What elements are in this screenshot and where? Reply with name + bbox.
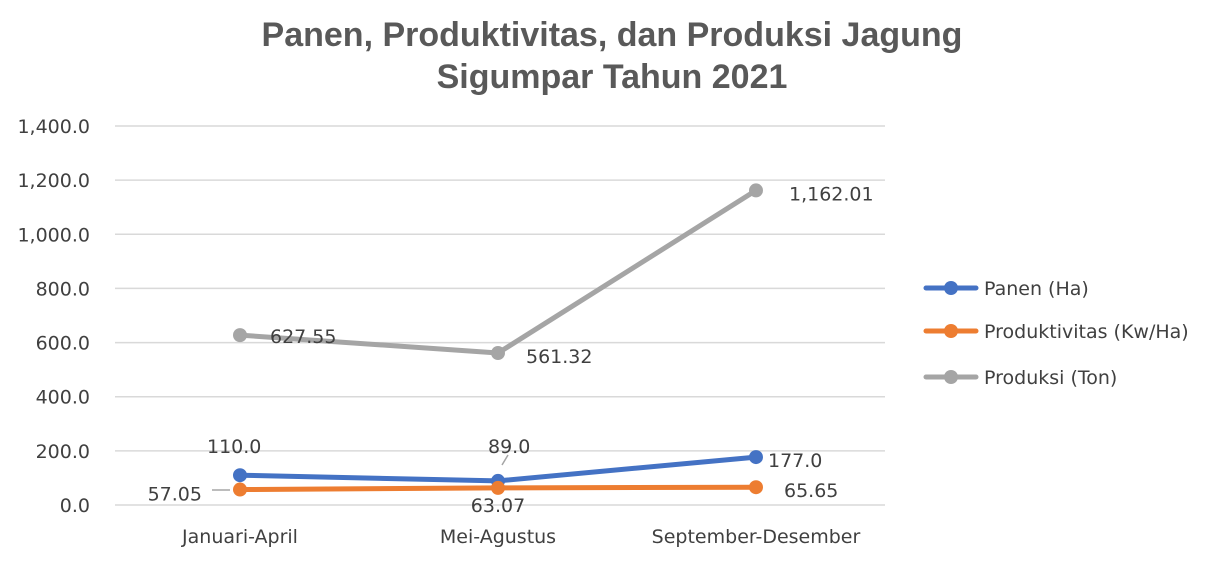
x-tick-label: Mei-Agustus <box>440 526 556 548</box>
data-point <box>749 480 763 495</box>
data-label: 1,162.01 <box>789 183 874 205</box>
y-tick-label: 1,000.0 <box>17 224 90 246</box>
y-axis-ticks: 0.0 200.0 400.0 600.0 800.0 1,000.0 1,200.0 1,4… <box>17 116 90 517</box>
data-point <box>749 450 763 465</box>
data-label: 57.05 <box>148 484 202 506</box>
data-label: 110.0 <box>207 436 261 458</box>
legend: Panen (Ha) Produktivitas (Kw/Ha) Produksi … <box>923 278 1189 389</box>
data-label: 89.0 <box>488 436 530 458</box>
data-point <box>749 183 763 198</box>
y-tick-label: 800.0 <box>36 278 90 300</box>
legend-label: Produktivitas (Kw/Ha) <box>984 321 1189 343</box>
x-tick-label: September-Desember <box>652 526 861 548</box>
series-group <box>233 183 763 497</box>
leader-line <box>501 454 509 466</box>
data-label: 177.0 <box>768 450 822 472</box>
data-labels: 110.0 89.0 177.0 57.05 63.07 65.65 627.55 561.3… <box>148 183 874 516</box>
data-label: 627.55 <box>270 326 336 348</box>
y-tick-label: 0.0 <box>60 495 90 517</box>
data-point <box>233 482 247 497</box>
data-label: 561.32 <box>526 346 592 368</box>
legend-swatch-marker <box>944 324 958 338</box>
data-point <box>233 468 247 483</box>
x-tick-label: Januari-April <box>181 526 298 548</box>
data-point <box>491 346 505 361</box>
y-tick-label: 400.0 <box>36 387 90 409</box>
data-label: 65.65 <box>784 480 838 502</box>
chart-title-line-2: Sigumpar Tahun 2021 <box>437 58 788 96</box>
gridlines <box>115 125 885 506</box>
legend-label: Produksi (Ton) <box>984 367 1117 389</box>
legend-swatch-marker <box>944 281 958 295</box>
x-axis-ticks: Januari-April Mei-Agustus September-Desemb… <box>181 526 860 548</box>
y-tick-label: 1,200.0 <box>17 170 90 192</box>
legend-label: Panen (Ha) <box>984 278 1089 300</box>
y-tick-label: 200.0 <box>36 441 90 463</box>
legend-swatch-marker <box>944 370 958 384</box>
data-point <box>491 480 505 495</box>
data-point <box>233 328 247 343</box>
y-tick-label: 600.0 <box>36 333 90 355</box>
y-tick-label: 1,400.0 <box>17 116 90 138</box>
chart-title-line-1: Panen, Produktivitas, dan Produksi Jagun… <box>262 16 963 54</box>
data-label: 63.07 <box>471 495 525 517</box>
